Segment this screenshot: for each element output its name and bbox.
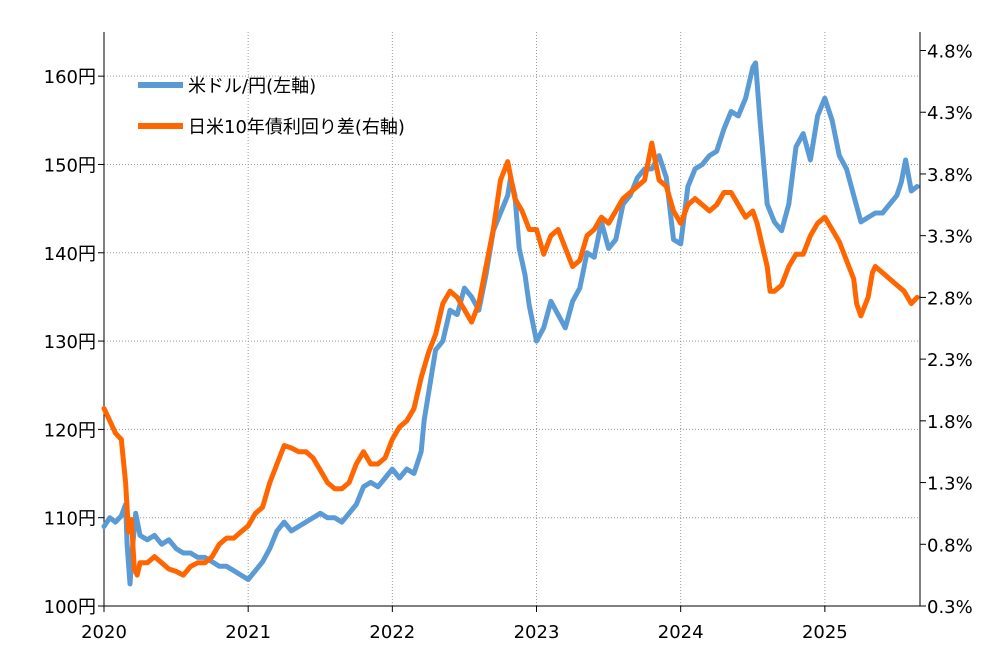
axes — [98, 32, 926, 612]
x-axis-tick-label: 2021 — [225, 622, 271, 643]
right-axis-tick-label: 3.8% — [927, 165, 973, 186]
x-axis-tick-label: 2024 — [658, 622, 704, 643]
series-lines — [101, 60, 920, 587]
x-axis-tick-label: 2025 — [802, 622, 848, 643]
tick-labels: 100円 110円 120円 130円 140円 150円 160円 0.3% 0.8% 1.3%… — [44, 42, 973, 643]
x-axis-tick-label: 2022 — [369, 622, 415, 643]
right-axis-tick-label: 4.3% — [927, 103, 973, 124]
legend: 米ドル/円(左軸) 日米10年債利回り差(右軸) — [138, 76, 405, 138]
right-axis-tick-label: 1.8% — [927, 412, 973, 433]
gridlines — [103, 32, 920, 607]
right-axis-tick-label: 2.8% — [927, 288, 973, 309]
left-axis-tick-label: 110円 — [44, 509, 96, 530]
legend-label-yield-spread: 日米10年債利回り差(右軸) — [188, 117, 405, 138]
left-axis-tick-label: 130円 — [44, 332, 96, 353]
left-axis-tick-label: 140円 — [44, 244, 96, 265]
legend-label-usdjpy: 米ドル/円(左軸) — [188, 76, 316, 97]
left-axis-tick-label: 150円 — [44, 155, 96, 176]
x-axis-tick-label: 2023 — [514, 622, 560, 643]
right-axis-tick-label: 0.8% — [927, 535, 973, 556]
right-axis-tick-label: 3.3% — [927, 227, 973, 248]
x-axis-tick-label: 2020 — [81, 622, 127, 643]
usdjpy-line — [101, 60, 920, 587]
yield-spread-line — [101, 140, 920, 578]
right-axis-tick-label: 4.8% — [927, 42, 973, 63]
right-axis-tick-label: 1.3% — [927, 474, 973, 495]
right-axis-tick-label: 0.3% — [927, 597, 973, 618]
left-axis-tick-label: 160円 — [44, 67, 96, 88]
left-axis-tick-label: 120円 — [44, 420, 96, 441]
left-axis-tick-label: 100円 — [44, 597, 96, 618]
right-axis-tick-label: 2.3% — [927, 350, 973, 371]
